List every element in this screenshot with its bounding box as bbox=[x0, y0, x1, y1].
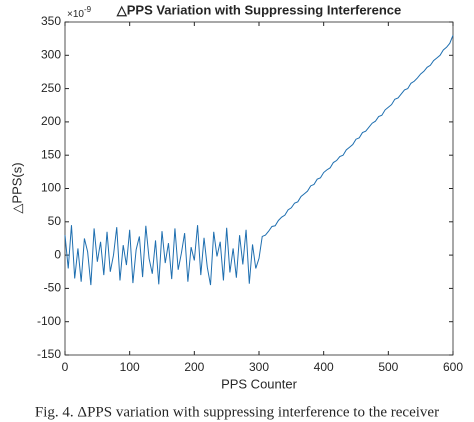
y-tick-label: 300 bbox=[41, 47, 61, 61]
x-tick-label: 200 bbox=[184, 360, 204, 374]
x-tick-label: 600 bbox=[443, 360, 463, 374]
y-tick-label: 50 bbox=[48, 214, 62, 228]
y-tick-label: 100 bbox=[41, 181, 61, 195]
y-tick-label: 200 bbox=[41, 114, 61, 128]
y-tick-label: -150 bbox=[37, 347, 61, 361]
x-tick-label: 400 bbox=[314, 360, 334, 374]
y-tick-label: 350 bbox=[41, 14, 61, 28]
y-axis-label: △PPS(s) bbox=[9, 162, 24, 213]
x-tick-label: 100 bbox=[120, 360, 140, 374]
x-axis-label: PPS Counter bbox=[221, 376, 298, 391]
multiplier-base: ×10 bbox=[67, 9, 84, 20]
y-tick-label: 250 bbox=[41, 81, 61, 95]
y-tick-label: 0 bbox=[54, 247, 61, 261]
y-tick-label: -50 bbox=[44, 281, 62, 295]
y-tick-label: -100 bbox=[37, 314, 61, 328]
x-tick-label: 300 bbox=[249, 360, 269, 374]
multiplier-exponent: -9 bbox=[84, 5, 92, 14]
plot-frame bbox=[64, 21, 454, 356]
y-multiplier: ×10-9 bbox=[67, 5, 92, 20]
figure-caption: Fig. 4. ΔPPS variation with suppressing … bbox=[35, 404, 439, 420]
data-line bbox=[64, 35, 454, 286]
x-tick-label: 500 bbox=[378, 360, 398, 374]
y-tick-label: 150 bbox=[41, 147, 61, 161]
chart-title: △PPS Variation with Suppressing Interfer… bbox=[116, 2, 402, 17]
x-tick-label: 0 bbox=[62, 360, 69, 374]
